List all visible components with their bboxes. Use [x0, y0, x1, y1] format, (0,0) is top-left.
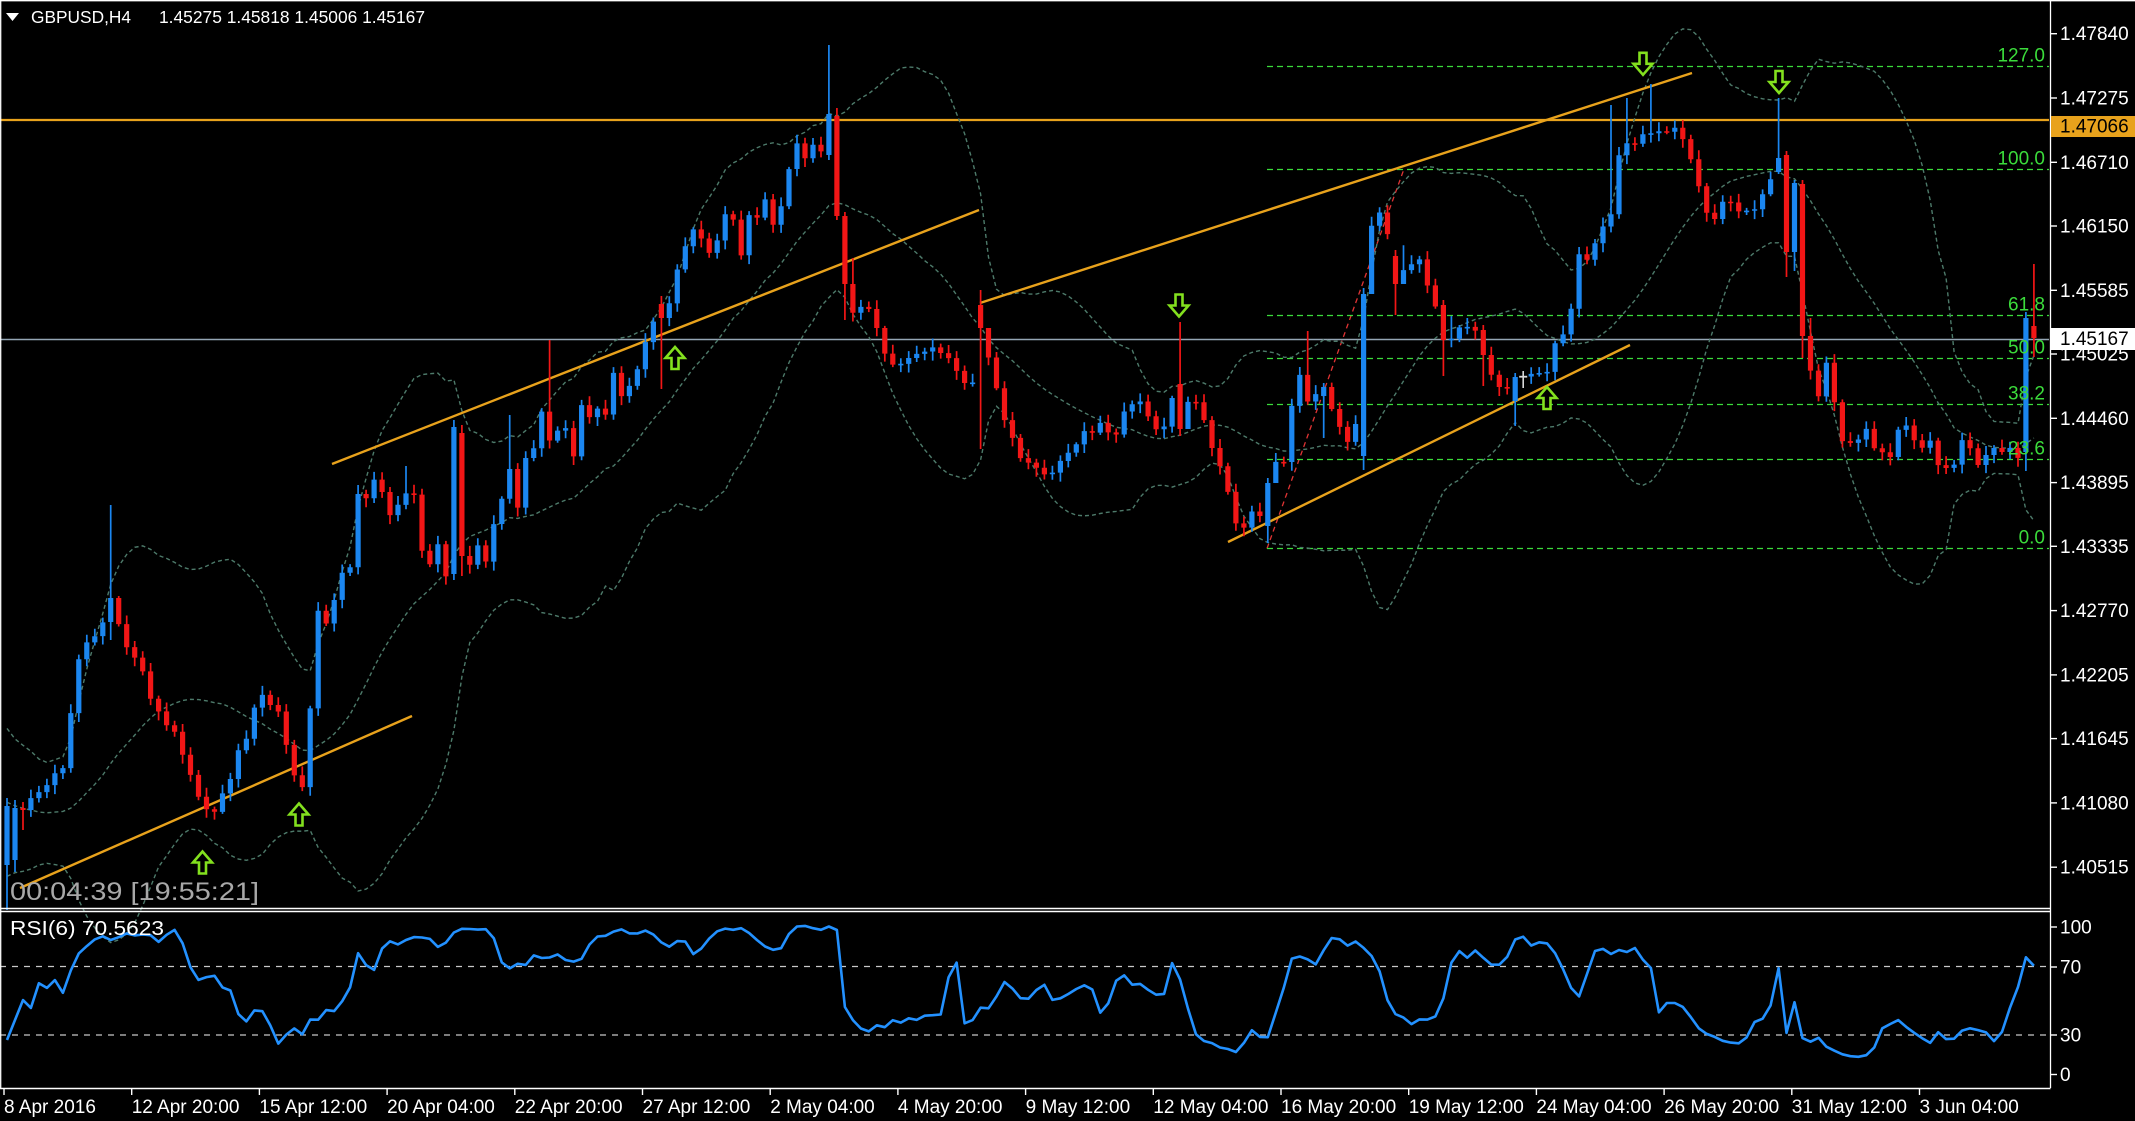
svg-text:1.41080: 1.41080 — [2060, 793, 2129, 814]
svg-text:27 Apr 12:00: 27 Apr 12:00 — [643, 1097, 751, 1118]
svg-text:24 May 04:00: 24 May 04:00 — [1536, 1097, 1651, 1118]
svg-text:GBPUSD,H4: GBPUSD,H4 — [31, 7, 131, 27]
svg-text:38.2: 38.2 — [2008, 384, 2045, 405]
svg-text:1.43335: 1.43335 — [2060, 537, 2129, 558]
svg-text:61.8: 61.8 — [2008, 295, 2045, 316]
svg-text:1.40515: 1.40515 — [2060, 858, 2129, 879]
svg-text:20 Apr 04:00: 20 Apr 04:00 — [387, 1097, 495, 1118]
svg-text:0.0: 0.0 — [2019, 528, 2045, 549]
svg-text:4 May 20:00: 4 May 20:00 — [898, 1097, 1003, 1118]
svg-text:1.47840: 1.47840 — [2060, 24, 2129, 45]
svg-text:1.44460: 1.44460 — [2060, 409, 2129, 430]
svg-text:2 May 04:00: 2 May 04:00 — [770, 1097, 875, 1118]
svg-text:1.41645: 1.41645 — [2060, 729, 2129, 750]
svg-text:127.0: 127.0 — [1997, 46, 2045, 67]
svg-text:50.0: 50.0 — [2008, 338, 2045, 359]
svg-text:3 Jun 04:00: 3 Jun 04:00 — [1920, 1097, 2019, 1118]
svg-text:100: 100 — [2060, 918, 2092, 939]
svg-text:23.6: 23.6 — [2008, 439, 2045, 460]
svg-text:9 May 12:00: 9 May 12:00 — [1026, 1097, 1131, 1118]
svg-text:1.43895: 1.43895 — [2060, 473, 2129, 494]
svg-text:RSI(6) 70.5623: RSI(6) 70.5623 — [10, 918, 164, 940]
svg-text:12 May 04:00: 12 May 04:00 — [1153, 1097, 1268, 1118]
svg-text:1.46710: 1.46710 — [2060, 153, 2129, 174]
svg-text:16 May 20:00: 16 May 20:00 — [1281, 1097, 1396, 1118]
svg-text:1.42205: 1.42205 — [2060, 665, 2129, 686]
svg-text:0: 0 — [2060, 1065, 2071, 1086]
svg-text:70: 70 — [2060, 958, 2081, 979]
svg-text:30: 30 — [2060, 1026, 2081, 1047]
svg-text:1.45167: 1.45167 — [2060, 329, 2129, 350]
svg-text:1.45275 1.45818 1.45006 1.4516: 1.45275 1.45818 1.45006 1.45167 — [159, 7, 425, 27]
svg-text:8 Apr 2016: 8 Apr 2016 — [4, 1097, 96, 1118]
svg-text:19 May 12:00: 19 May 12:00 — [1409, 1097, 1524, 1118]
svg-text:22 Apr 20:00: 22 Apr 20:00 — [515, 1097, 623, 1118]
svg-text:1.47066: 1.47066 — [2060, 117, 2129, 138]
svg-text:1.42770: 1.42770 — [2060, 601, 2129, 622]
svg-text:1.46150: 1.46150 — [2060, 217, 2129, 238]
svg-text:26 May 20:00: 26 May 20:00 — [1664, 1097, 1779, 1118]
svg-text:1.47275: 1.47275 — [2060, 89, 2129, 110]
svg-text:100.0: 100.0 — [1997, 149, 2045, 170]
svg-text:15 Apr 12:00: 15 Apr 12:00 — [259, 1097, 367, 1118]
svg-text:31 May 12:00: 31 May 12:00 — [1792, 1097, 1907, 1118]
svg-text:12 Apr 20:00: 12 Apr 20:00 — [132, 1097, 240, 1118]
svg-text:00:04:39 [19:55:21]: 00:04:39 [19:55:21] — [10, 878, 259, 906]
svg-text:1.45585: 1.45585 — [2060, 281, 2129, 302]
svg-text:1.45025: 1.45025 — [2060, 345, 2129, 366]
